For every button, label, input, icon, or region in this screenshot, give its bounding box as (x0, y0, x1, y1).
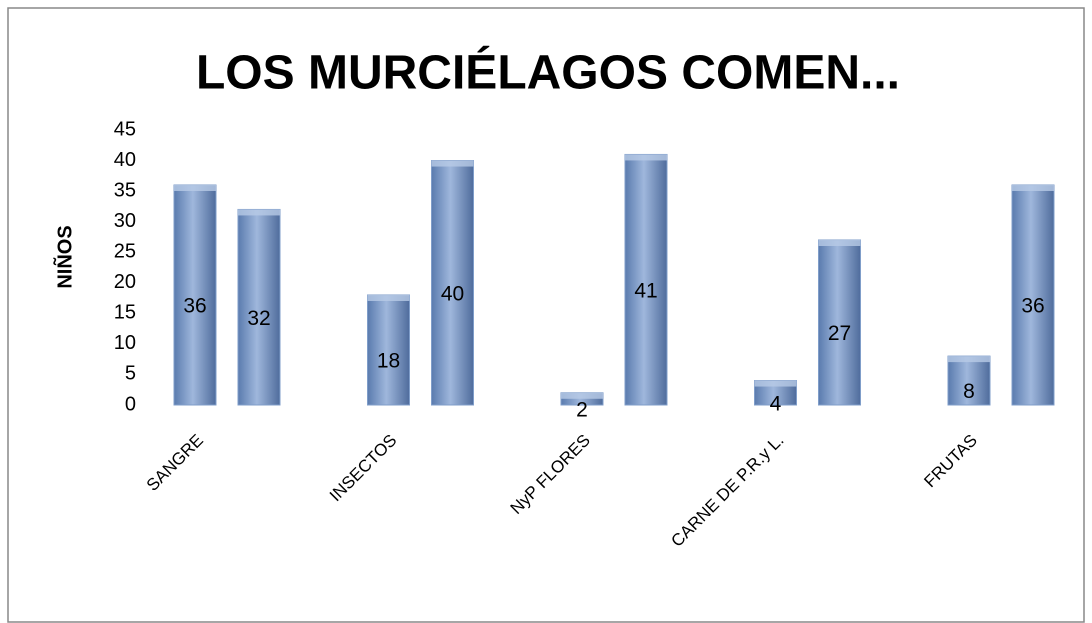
bar (818, 239, 861, 406)
value-label: 27 (828, 322, 851, 345)
bar-top (625, 154, 667, 161)
value-label: 2 (576, 398, 588, 421)
value-label: 36 (1021, 295, 1044, 318)
chart-title: LOS MURCIÉLAGOS COMEN... (196, 46, 900, 100)
bar (173, 184, 217, 406)
bar-top (754, 380, 797, 387)
chart-frame (7, 7, 1085, 623)
bar-top (561, 392, 603, 399)
bar-top (431, 160, 474, 167)
y-axis-label: NIÑOS (53, 225, 76, 288)
bar (1011, 184, 1055, 406)
y-tick-label: 5 (125, 363, 136, 385)
y-tick-label: 20 (114, 271, 136, 293)
y-tick-label: 25 (114, 241, 136, 263)
bar (947, 355, 991, 406)
value-label: 36 (183, 295, 206, 318)
bar-top (174, 185, 216, 191)
value-label: 41 (634, 279, 657, 302)
bar-top (818, 240, 861, 246)
y-tick-label: 15 (114, 302, 136, 324)
value-label: 32 (247, 307, 270, 330)
y-tick-label: 40 (114, 149, 136, 171)
bar-top (948, 356, 990, 363)
value-label: 18 (377, 350, 400, 373)
y-tick-label: 0 (125, 393, 136, 415)
y-tick-label: 10 (114, 332, 136, 354)
value-label: 4 (770, 392, 782, 415)
y-tick-label: 30 (114, 210, 136, 232)
bar-top (367, 295, 410, 301)
y-tick-label: 35 (114, 179, 136, 201)
bar (367, 294, 410, 406)
y-tick-label: 45 (114, 118, 136, 140)
bar-top (1012, 185, 1054, 191)
value-label: 8 (963, 380, 975, 403)
bar-top (238, 209, 280, 216)
value-label: 40 (441, 282, 464, 305)
